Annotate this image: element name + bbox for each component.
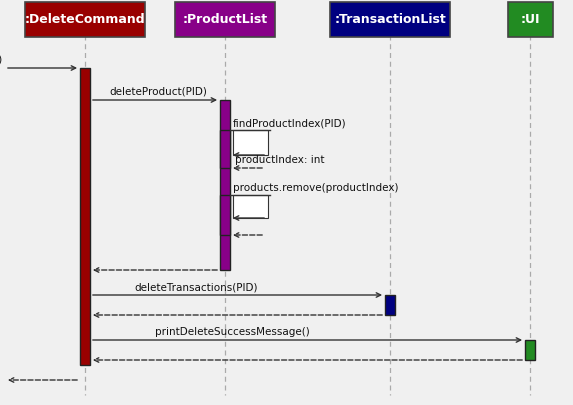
Bar [525, 340, 535, 360]
Text: :ProductList: :ProductList [182, 13, 268, 26]
Text: execute(): execute() [0, 55, 3, 65]
Bar [25, 2, 145, 37]
Text: products.remove(productIndex): products.remove(productIndex) [233, 183, 398, 193]
Bar [220, 195, 230, 235]
Text: :UI: :UI [520, 13, 540, 26]
Text: printDeleteSuccessMessage(): printDeleteSuccessMessage() [155, 327, 310, 337]
Bar [233, 195, 268, 218]
Bar [508, 2, 552, 37]
Text: :TransactionList: :TransactionList [334, 13, 446, 26]
Text: deleteTransactions(PID): deleteTransactions(PID) [134, 282, 258, 292]
Text: productIndex: int: productIndex: int [236, 155, 325, 165]
Text: :DeleteCommand: :DeleteCommand [25, 13, 146, 26]
Bar [80, 68, 90, 365]
Bar [233, 130, 268, 155]
Bar [220, 130, 230, 168]
Bar [175, 2, 275, 37]
Bar [385, 295, 395, 315]
Bar [330, 2, 450, 37]
Text: findProductIndex(PID): findProductIndex(PID) [233, 118, 347, 128]
Bar [220, 100, 230, 270]
Text: deleteProduct(PID): deleteProduct(PID) [109, 87, 207, 97]
